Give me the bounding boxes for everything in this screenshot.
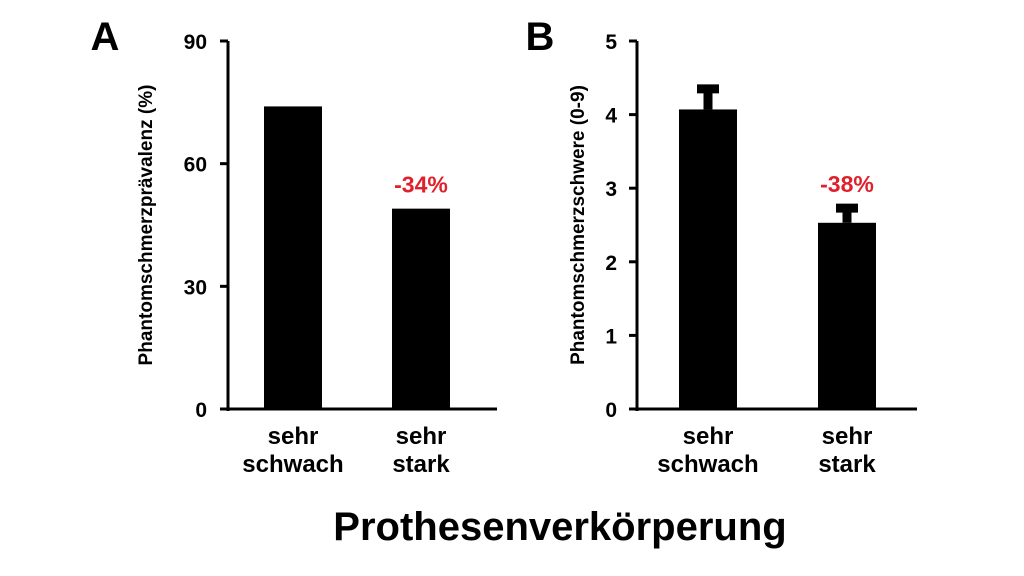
y-tick-label: 3 (605, 178, 617, 201)
y-tick-label: 0 (605, 399, 617, 422)
bar (392, 208, 450, 409)
figure-title: Prothesenverkörperung (333, 505, 786, 549)
category-label: stark (392, 451, 450, 478)
category-label: sehr (822, 423, 873, 450)
panel-label: A (91, 15, 120, 59)
y-tick-label: 4 (605, 105, 617, 128)
y-axis-title: Phantomschmerzprävalenz (%) (136, 85, 157, 366)
bar (264, 106, 322, 409)
y-tick-label: 30 (184, 276, 207, 299)
y-axis-title: Phantomschmerzschwere (0-9) (568, 85, 589, 365)
percent-change-annotation: -38% (820, 171, 874, 197)
category-label: schwach (242, 451, 343, 478)
bar (679, 109, 737, 409)
category-label: schwach (657, 451, 758, 478)
bar (818, 222, 876, 409)
percent-change-annotation: -34% (394, 172, 448, 198)
y-tick-label: 60 (184, 154, 207, 177)
panel-label: B (526, 15, 555, 59)
y-tick-label: 0 (195, 399, 207, 422)
category-label: sehr (268, 423, 319, 450)
category-label: stark (818, 451, 876, 478)
y-tick-label: 2 (605, 252, 617, 275)
category-label: sehr (683, 423, 734, 450)
y-tick-label: 90 (184, 31, 207, 54)
y-tick-label: 5 (605, 31, 617, 54)
category-label: sehr (396, 423, 447, 450)
y-tick-label: 1 (605, 325, 617, 348)
